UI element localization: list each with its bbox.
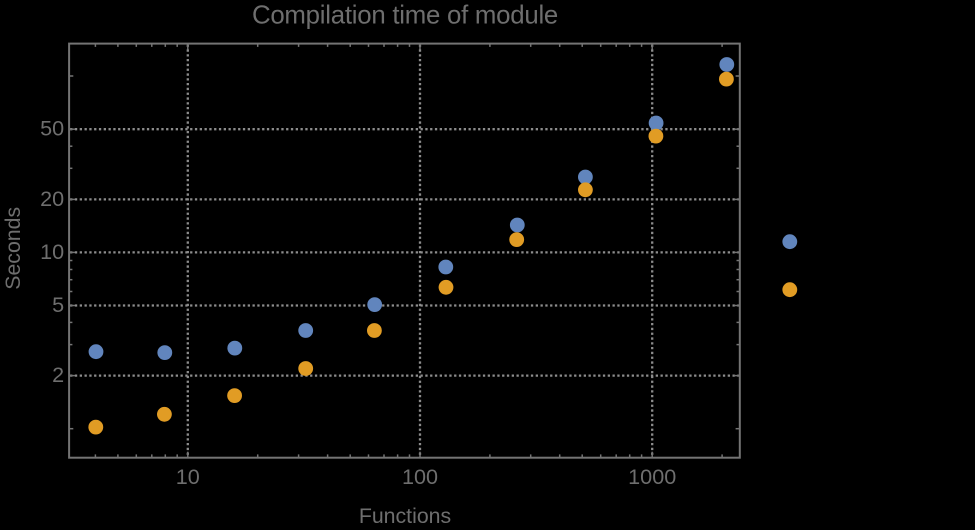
svg-text:10: 10 — [176, 464, 200, 489]
svg-text:100: 100 — [402, 464, 438, 489]
svg-text:20: 20 — [40, 186, 64, 211]
svg-text:5: 5 — [52, 292, 64, 317]
svg-text:1000: 1000 — [628, 464, 676, 489]
svg-text:Seconds: Seconds — [1, 207, 25, 290]
svg-text:10: 10 — [40, 239, 64, 264]
svg-text:2: 2 — [52, 362, 64, 387]
svg-text:50: 50 — [40, 116, 64, 141]
svg-text:Functions: Functions — [359, 504, 451, 525]
svg-text:Compilation time of module: Compilation time of module — [252, 2, 558, 30]
